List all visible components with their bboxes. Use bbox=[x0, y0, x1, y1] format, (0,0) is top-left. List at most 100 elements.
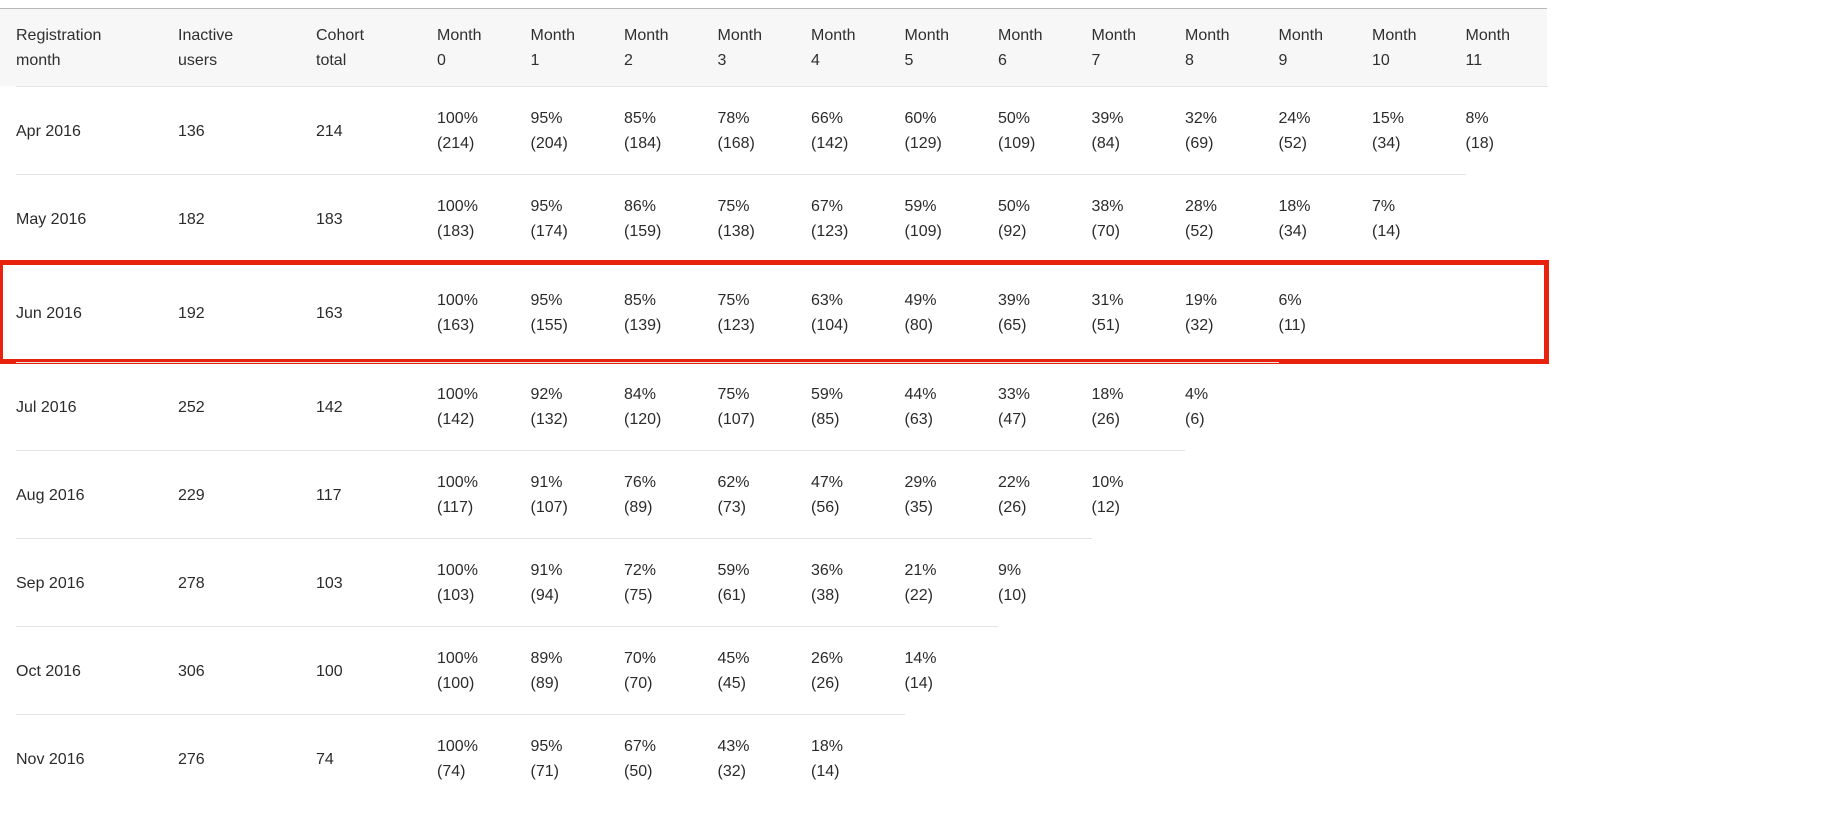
cell-month-3: 78% (168) bbox=[717, 86, 811, 175]
retention-count: (26) bbox=[811, 675, 840, 692]
table-row-sep-2016[interactable]: Sep 2016 278 103 100% (103) 91% (94) 72% (75) 59%… bbox=[0, 538, 1547, 626]
retention-count: (34) bbox=[1372, 135, 1401, 152]
cell-registration-month: Oct 2016 bbox=[16, 626, 178, 715]
retention-percent: 95% bbox=[530, 738, 563, 755]
retention-count: (104) bbox=[811, 317, 849, 334]
retention-percent: 85% bbox=[624, 292, 657, 309]
cell-month-3: 43% (32) bbox=[717, 714, 811, 803]
table-row-jul-2016[interactable]: Jul 2016 252 142 100% (142) 92% (132) 84% (120) 7… bbox=[0, 362, 1547, 450]
cell-month-2: 85% (139) bbox=[624, 262, 718, 363]
cell-month-9-empty bbox=[1279, 714, 1373, 802]
cell-month-11-empty bbox=[1466, 538, 1548, 626]
cell-month-1: 95% (155) bbox=[530, 262, 624, 363]
cell-month-10-empty bbox=[1372, 262, 1466, 362]
cell-month-4: 63% (104) bbox=[811, 262, 905, 363]
retention-percent: 100% bbox=[437, 386, 478, 403]
column-header-month-8: Month 8 bbox=[1185, 9, 1279, 86]
table-row-nov-2016[interactable]: Nov 2016 276 74 100% (74) 95% (71) 67% (50) 43% (3… bbox=[0, 714, 1547, 802]
retention-percent: 19% bbox=[1185, 292, 1218, 309]
retention-percent: 50% bbox=[998, 198, 1031, 215]
cell-month-0: 100% (117) bbox=[437, 450, 531, 539]
cell-cohort-total: 100 bbox=[316, 626, 437, 715]
cell-inactive-users: 192 bbox=[178, 262, 316, 363]
retention-count: (12) bbox=[1091, 499, 1120, 516]
cell-month-4: 36% (38) bbox=[811, 538, 905, 627]
column-header-month-2: Month 2 bbox=[624, 9, 718, 86]
retention-percent: 59% bbox=[717, 562, 750, 579]
cell-month-10: 7% (14) bbox=[1372, 174, 1466, 263]
table-row-apr-2016[interactable]: Apr 2016 136 214 100% (214) 95% (204) 85% (184) 7… bbox=[0, 86, 1548, 175]
column-header-label: Month 5 bbox=[904, 26, 949, 69]
cell-month-10: 15% (34) bbox=[1372, 86, 1466, 175]
column-header-label: Month 1 bbox=[530, 26, 575, 69]
cell-month-3: 62% (73) bbox=[717, 450, 811, 539]
column-header-label: Registration month bbox=[16, 26, 102, 69]
retention-percent: 31% bbox=[1091, 292, 1124, 309]
retention-percent: 18% bbox=[1091, 386, 1124, 403]
cell-month-7: 38% (70) bbox=[1091, 174, 1185, 263]
cell-inactive-users: 136 bbox=[178, 86, 316, 175]
retention-count: (52) bbox=[1185, 223, 1214, 240]
column-header-month-6: Month 6 bbox=[998, 9, 1092, 86]
table-row-oct-2016[interactable]: Oct 2016 306 100 100% (100) 89% (89) 70% (70) 45%… bbox=[0, 626, 1547, 714]
cell-month-6: 50% (109) bbox=[998, 86, 1092, 175]
cell-month-1: 91% (94) bbox=[530, 538, 624, 627]
cell-month-8-empty bbox=[1185, 538, 1279, 626]
retention-percent: 9% bbox=[998, 562, 1022, 579]
column-header-cohort-total: Cohort total bbox=[316, 9, 437, 86]
column-header-label: Month 6 bbox=[998, 26, 1043, 69]
retention-percent: 78% bbox=[717, 110, 750, 127]
cell-month-1: 95% (204) bbox=[530, 86, 624, 175]
cell-month-4: 18% (14) bbox=[811, 714, 905, 803]
cell-cohort-total: 117 bbox=[316, 450, 437, 539]
retention-count: (204) bbox=[530, 135, 568, 152]
cell-month-11-empty bbox=[1466, 450, 1548, 538]
retention-count: (11) bbox=[1278, 317, 1306, 334]
retention-percent: 14% bbox=[904, 650, 937, 667]
retention-count: (107) bbox=[530, 499, 568, 516]
retention-percent: 8% bbox=[1465, 110, 1489, 127]
retention-percent: 59% bbox=[811, 386, 844, 403]
table-row-aug-2016[interactable]: Aug 2016 229 117 100% (117) 91% (107) 76% (89) 62… bbox=[0, 450, 1547, 538]
column-header-registration-month: Registration month bbox=[16, 9, 178, 86]
retention-percent: 38% bbox=[1091, 198, 1124, 215]
cell-cohort-total: 103 bbox=[316, 538, 437, 627]
retention-percent: 95% bbox=[530, 292, 563, 309]
retention-count: (84) bbox=[1091, 135, 1120, 152]
retention-percent: 89% bbox=[530, 650, 563, 667]
retention-count: (14) bbox=[904, 675, 933, 692]
retention-percent: 28% bbox=[1185, 198, 1218, 215]
cell-month-8: 32% (69) bbox=[1185, 86, 1279, 175]
column-header-label: Month 7 bbox=[1091, 26, 1136, 69]
retention-count: (52) bbox=[1278, 135, 1307, 152]
retention-percent: 100% bbox=[437, 738, 478, 755]
retention-percent: 7% bbox=[1372, 198, 1396, 215]
cell-month-1: 92% (132) bbox=[530, 362, 624, 451]
retention-percent: 67% bbox=[624, 738, 657, 755]
table-row-may-2016[interactable]: May 2016 182 183 100% (183) 95% (174) 86% (159) 7… bbox=[0, 174, 1547, 262]
cohort-table: Registration month Inactive users Cohort t… bbox=[0, 8, 1549, 802]
cell-month-4: 67% (123) bbox=[811, 174, 905, 263]
retention-percent: 22% bbox=[998, 474, 1031, 491]
cell-month-2: 67% (50) bbox=[624, 714, 718, 803]
retention-count: (32) bbox=[1185, 317, 1214, 334]
retention-percent: 47% bbox=[811, 474, 844, 491]
retention-count: (139) bbox=[624, 317, 662, 334]
cell-month-2: 86% (159) bbox=[624, 174, 718, 263]
retention-percent: 72% bbox=[624, 562, 657, 579]
cell-registration-month: Jun 2016 bbox=[16, 262, 178, 363]
cell-month-6: 22% (26) bbox=[998, 450, 1092, 539]
cell-month-5: 49% (80) bbox=[904, 262, 998, 363]
column-header-month-9: Month 9 bbox=[1279, 9, 1373, 86]
cell-month-11-empty bbox=[1466, 714, 1548, 802]
cell-month-1: 89% (89) bbox=[530, 626, 624, 715]
retention-count: (32) bbox=[717, 763, 746, 780]
cell-month-8: 28% (52) bbox=[1185, 174, 1279, 263]
retention-percent: 95% bbox=[530, 198, 563, 215]
column-header-label: Inactive users bbox=[178, 26, 234, 69]
cell-month-10-empty bbox=[1372, 450, 1466, 538]
cell-month-3: 75% (123) bbox=[717, 262, 811, 363]
cell-registration-month: Jul 2016 bbox=[16, 362, 178, 451]
retention-count: (73) bbox=[717, 499, 746, 516]
table-row-jun-2016[interactable]: Jun 2016 192 163 100% (163) 95% (155) 85% (139) 7… bbox=[0, 260, 1549, 364]
